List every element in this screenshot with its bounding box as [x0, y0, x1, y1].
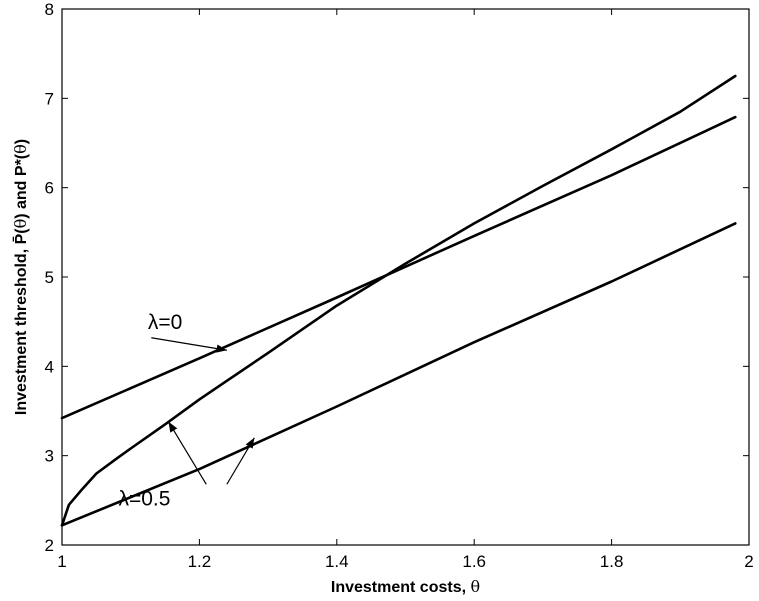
- x-tick-label: 1: [57, 552, 66, 571]
- y-tick-label: 7: [45, 89, 54, 108]
- annotation-arrowhead: [168, 421, 178, 433]
- annotation-arrowhead: [216, 344, 227, 353]
- x-axis-title: Investment costs, θ: [331, 577, 480, 596]
- plot-frame: [61, 8, 750, 546]
- y-tick-label: 2: [45, 536, 54, 555]
- x-tick-label: 1.4: [325, 552, 349, 571]
- y-tick-label: 4: [45, 357, 54, 376]
- y-axis-title: Investment threshold, P̄(θ) and P*(θ): [11, 139, 30, 415]
- x-tick-label: 1.6: [462, 552, 486, 571]
- annotation-arrow: [151, 337, 227, 351]
- y-tick-label: 8: [45, 0, 54, 19]
- x-tick-label: 1.8: [600, 552, 624, 571]
- series-layer: [60, 74, 737, 527]
- ticks-layer: 1 1.2 1.4 1.6 1.8 2 2 3 4 5 6 7 8: [45, 0, 754, 571]
- annotation-arrowhead: [245, 437, 255, 449]
- x-tick-label: 1.2: [188, 552, 212, 571]
- annotations-layer: λ=0 λ=0.5: [118, 311, 255, 511]
- y-tick-label: 6: [45, 179, 54, 198]
- y-tick-label: 3: [45, 447, 54, 466]
- x-tick-label: 2: [744, 552, 753, 571]
- series-line-3: [60, 222, 737, 527]
- annotation-label: λ=0.5: [118, 488, 170, 511]
- series-line-1: [60, 115, 737, 420]
- series-line-2: [60, 74, 737, 527]
- y-tick-label: 5: [45, 268, 54, 287]
- annotation-label: λ=0: [148, 311, 182, 334]
- annotation-arrow: [167, 421, 207, 485]
